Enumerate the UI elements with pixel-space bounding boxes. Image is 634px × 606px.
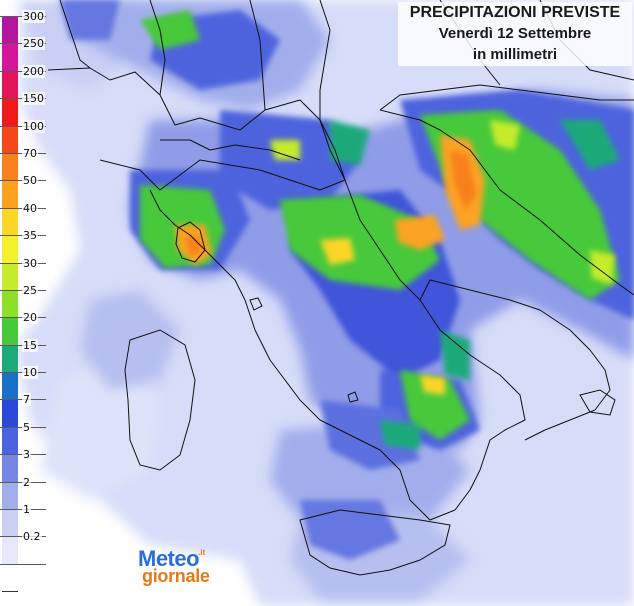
legend-label: 0.2 [22,530,42,544]
legend-label: 25 [22,283,38,297]
legend-row: 7 [0,393,46,427]
legend-label: 3 [22,448,31,462]
legend-label: 300 [22,10,45,23]
logo-word-giornale: giornale [142,566,210,586]
legend-swatch [2,153,18,181]
legend-row: 20 [0,311,46,345]
legend-swatch [2,181,18,208]
legend-row: 35 [0,229,46,263]
legend-label: 2 [22,475,31,489]
legend-swatch [2,208,18,236]
legend-row: 25 [0,283,46,318]
legend-row [0,563,46,592]
island-elba [249,297,263,311]
legend-swatch [2,318,18,345]
legend-label: 7 [22,393,31,407]
legend-label: 40 [22,201,38,215]
title-line-2: Venerdì 12 Settembre [438,25,592,42]
legend-row: 0.2 [0,530,46,564]
legend-label: 20 [22,311,38,325]
legend-label: 200 [22,64,45,78]
island-south-east [579,389,616,416]
legend-label: 30 [22,256,38,270]
legend-swatch [2,263,18,290]
corsica-outline [175,221,206,263]
legend-row: 40 [0,201,46,236]
legend-swatch [2,400,18,427]
legend-swatch [2,564,18,592]
legend-swatch [2,482,18,510]
legend-row: 3 [0,448,46,482]
legend-label: 5 [22,420,31,434]
legend-row: 150 [0,92,46,126]
legend-label: 35 [22,229,38,243]
legend-row: 50 [0,174,46,208]
legend-row: 10 [0,366,46,400]
legend-row: 1 [0,503,46,537]
legend-row: 300 [0,10,46,44]
legend-swatch [2,126,18,153]
legend-swatch [2,99,18,126]
rain-layer-heavy [175,120,615,395]
island-small [347,391,359,403]
title-line-1: PRECIPITAZIONI PREVISTE [409,4,621,21]
legend-label: 250 [22,37,45,51]
legend-label: 100 [22,119,45,133]
precipitation-legend: 300 250 200 150 100 70 50 40 35 30 25 20 15 10 7 5 3 2 1 0.… [0,10,46,592]
legend-swatch [2,236,18,263]
legend-label: 150 [22,92,45,106]
sicily-outline [299,509,451,576]
meteogiornale-logo: Meteo .it giornale [138,546,238,596]
sardinia-outline [124,329,196,471]
legend-row: 100 [0,119,46,153]
legend-label: 15 [22,338,38,352]
legend-swatch [2,71,18,99]
legend-row: 2 [0,475,46,510]
title-line-3: in millimetri [472,46,558,63]
islands [124,221,616,576]
legend-row: 5 [0,420,46,455]
legend-swatch [2,510,18,537]
legend-label: 50 [22,174,38,188]
legend-swatch [2,373,18,400]
logo-word-meteo: Meteo [138,546,200,571]
legend-label: 10 [22,366,38,380]
legend-row: 200 [0,64,46,99]
legend-row: 30 [0,256,46,290]
legend-swatch [2,537,18,564]
legend-swatch [2,17,18,44]
legend-swatch [2,345,18,373]
logo-superscript: .it [198,548,206,557]
legend-swatch [2,455,18,482]
legend-row: 70 [0,146,46,181]
legend-row: 15 [0,338,46,373]
legend-swatch [2,290,18,318]
map-title-box: PRECIPITAZIONI PREVISTE Venerdì 12 Sette… [398,2,632,66]
legend-label: 70 [22,146,38,160]
legend-swatch [2,44,18,71]
legend-label: 1 [22,503,31,517]
legend-swatch [2,427,18,455]
legend-row: 250 [0,37,46,71]
